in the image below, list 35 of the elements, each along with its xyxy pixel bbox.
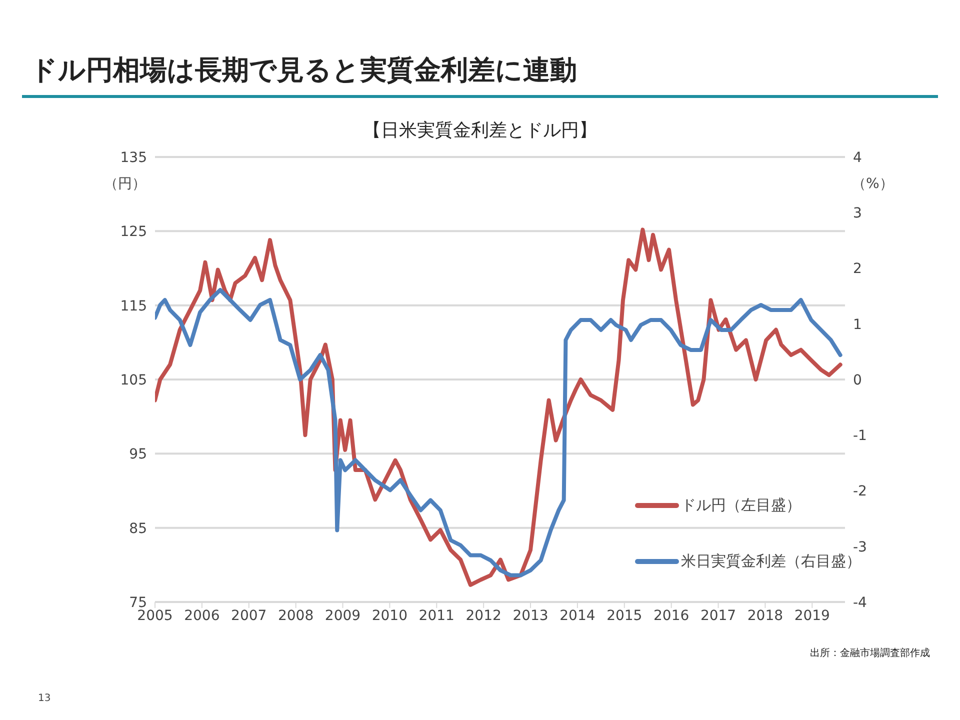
- y2-tick-label: -2: [853, 484, 867, 500]
- y2-tick-label: 3: [853, 206, 862, 222]
- y-axis-title: （円）: [104, 175, 146, 193]
- legend-label: ドル円（左目盛）: [681, 496, 801, 514]
- y-tick-label: 115: [120, 298, 147, 314]
- x-tick-label: 2007: [231, 608, 267, 624]
- y2-tick-label: 0: [853, 372, 862, 388]
- y2-tick-label: 2: [853, 261, 862, 278]
- x-tick-label: 2012: [466, 608, 502, 624]
- text: 13: [38, 693, 51, 704]
- chart-title: ドル円相場は長期で見ると実質金利差に連動: [30, 54, 577, 88]
- chart-subtitle: 【日米実質金利差とドル円】: [362, 119, 598, 142]
- y-tick-label: 85: [129, 520, 147, 537]
- y2-tick-label: -1: [853, 428, 867, 444]
- y-tick-label: 135: [120, 150, 147, 166]
- x-tick-label: 2014: [560, 608, 596, 624]
- x-tick-label: 2010: [372, 608, 408, 624]
- y-tick-label: 105: [120, 372, 147, 388]
- x-tick-label: 2006: [184, 608, 220, 624]
- x-tick-label: 2011: [418, 608, 454, 624]
- x-tick-label: 2016: [654, 608, 690, 624]
- x-tick-label: 2009: [324, 608, 361, 624]
- y2-tick-label: 1: [853, 316, 862, 333]
- text: 出所：金融市場調査部作成: [810, 646, 930, 660]
- x-tick-label: 2019: [794, 608, 830, 624]
- x-tick-label: 2008: [278, 608, 314, 624]
- x-tick-label: 2013: [512, 608, 548, 624]
- y2-axis-title: （%）: [852, 175, 894, 193]
- x-tick-label: 2017: [700, 608, 736, 624]
- y-tick-label: 95: [129, 446, 147, 463]
- y2-tick-label: 4: [853, 150, 862, 166]
- x-tick-label: 2018: [747, 608, 784, 624]
- y2-tick-label: -4: [853, 594, 868, 611]
- x-tick-label: 2015: [606, 608, 642, 624]
- y-tick-label: 125: [120, 224, 147, 240]
